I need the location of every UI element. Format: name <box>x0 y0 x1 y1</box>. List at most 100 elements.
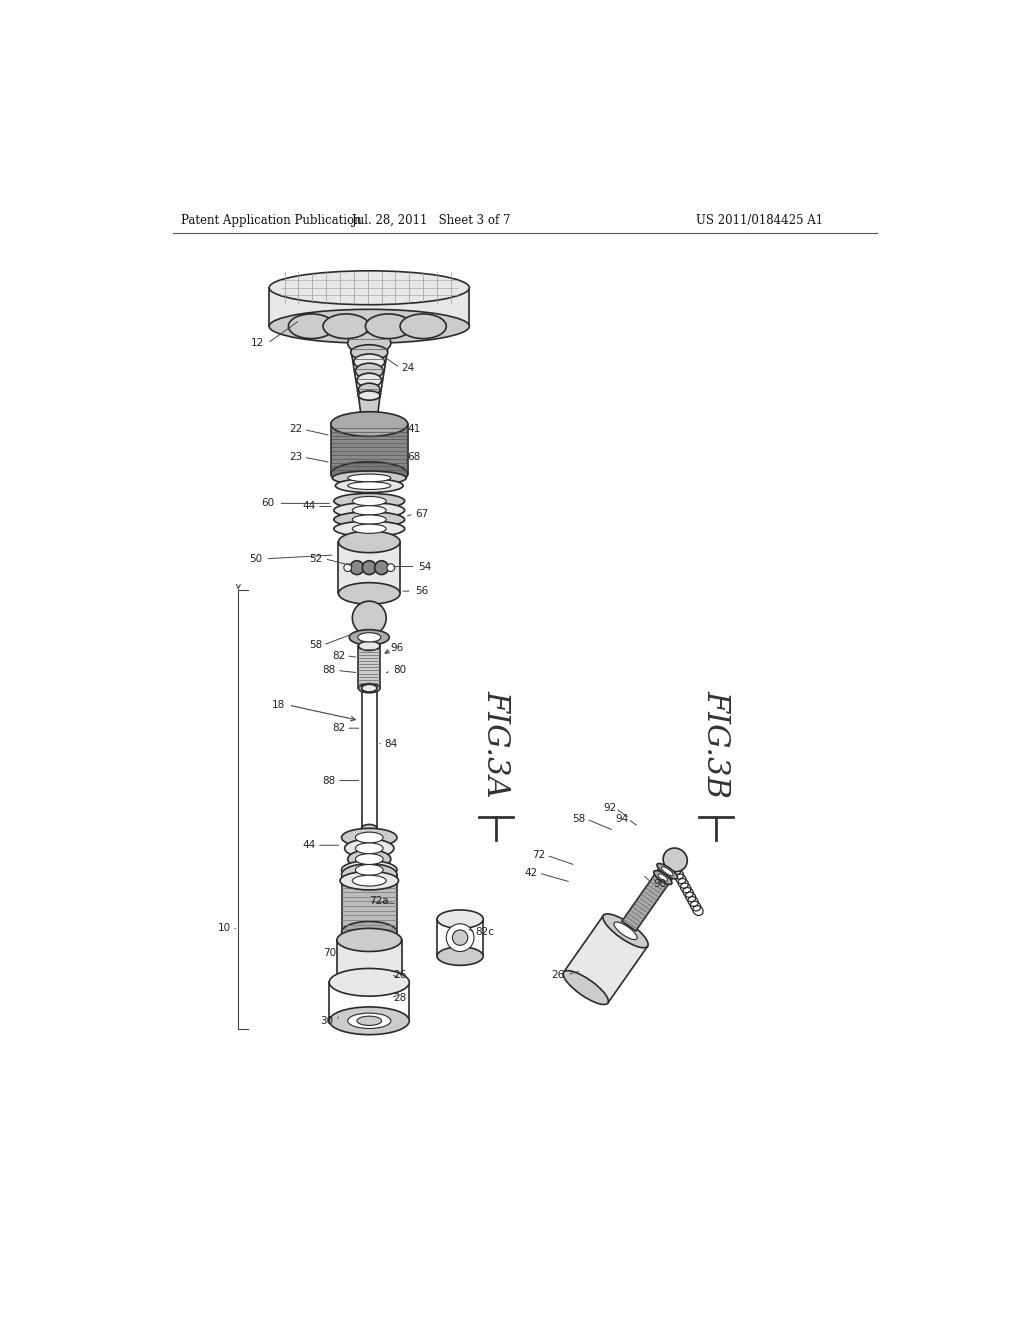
Ellipse shape <box>352 524 386 533</box>
Ellipse shape <box>387 564 394 572</box>
Text: FIG.3A: FIG.3A <box>481 690 512 797</box>
Ellipse shape <box>357 374 382 387</box>
Ellipse shape <box>340 871 398 890</box>
Text: 82: 82 <box>332 723 345 733</box>
Text: 88: 88 <box>323 665 336 676</box>
Text: 26: 26 <box>551 970 564 979</box>
Ellipse shape <box>348 333 391 354</box>
Text: 80: 80 <box>393 665 407 676</box>
Ellipse shape <box>358 684 380 693</box>
Bar <box>269 288 469 326</box>
Ellipse shape <box>337 928 401 952</box>
Text: 82: 82 <box>332 651 345 661</box>
Ellipse shape <box>453 929 468 945</box>
Text: 58: 58 <box>308 640 322 649</box>
Ellipse shape <box>330 969 410 997</box>
Ellipse shape <box>269 271 469 305</box>
Ellipse shape <box>342 829 397 847</box>
Ellipse shape <box>352 601 386 635</box>
Ellipse shape <box>350 561 364 574</box>
Ellipse shape <box>351 345 388 360</box>
Bar <box>339 541 400 594</box>
Ellipse shape <box>354 354 385 370</box>
Ellipse shape <box>342 921 397 942</box>
Polygon shape <box>358 396 380 420</box>
Ellipse shape <box>352 496 386 506</box>
Ellipse shape <box>330 1007 410 1035</box>
Text: 84: 84 <box>384 739 397 748</box>
Ellipse shape <box>352 506 386 515</box>
Text: 92: 92 <box>603 804 616 813</box>
Text: 42: 42 <box>524 869 538 878</box>
Ellipse shape <box>361 416 377 424</box>
Text: 41: 41 <box>408 425 421 434</box>
Text: 30: 30 <box>321 1016 334 1026</box>
Ellipse shape <box>400 314 446 339</box>
Ellipse shape <box>334 503 404 517</box>
Ellipse shape <box>355 865 383 875</box>
Bar <box>437 919 483 956</box>
Ellipse shape <box>362 561 376 574</box>
Ellipse shape <box>361 825 377 832</box>
Ellipse shape <box>344 564 351 572</box>
Text: 67: 67 <box>415 510 428 519</box>
Ellipse shape <box>613 921 637 940</box>
Text: 70: 70 <box>323 948 336 958</box>
Text: FIG.3B: FIG.3B <box>700 689 731 797</box>
Text: 54: 54 <box>418 561 431 572</box>
Ellipse shape <box>653 871 672 884</box>
Ellipse shape <box>603 913 648 948</box>
Ellipse shape <box>334 512 404 527</box>
Text: 18: 18 <box>271 700 285 710</box>
Bar <box>358 645 380 688</box>
Bar <box>337 940 401 982</box>
Text: 10: 10 <box>218 924 231 933</box>
Bar <box>330 982 410 1020</box>
Ellipse shape <box>357 1016 382 1026</box>
Ellipse shape <box>358 383 380 396</box>
Ellipse shape <box>339 582 400 605</box>
Text: 82c: 82c <box>475 927 495 937</box>
Ellipse shape <box>446 924 474 952</box>
Ellipse shape <box>348 1014 391 1028</box>
Text: 56: 56 <box>415 586 428 597</box>
Text: 72a: 72a <box>369 896 388 907</box>
Text: Jul. 28, 2011   Sheet 3 of 7: Jul. 28, 2011 Sheet 3 of 7 <box>351 214 510 227</box>
Text: 68: 68 <box>408 453 421 462</box>
Text: 72: 72 <box>532 850 546 861</box>
Ellipse shape <box>657 863 678 879</box>
Ellipse shape <box>336 479 403 492</box>
Bar <box>331 424 408 474</box>
Ellipse shape <box>345 840 394 858</box>
Ellipse shape <box>358 391 380 400</box>
Ellipse shape <box>337 970 401 994</box>
Text: 58: 58 <box>572 814 586 824</box>
Ellipse shape <box>437 909 483 928</box>
Text: 26: 26 <box>393 970 407 979</box>
Ellipse shape <box>357 632 381 642</box>
Text: 24: 24 <box>401 363 415 372</box>
Ellipse shape <box>348 474 391 482</box>
Ellipse shape <box>361 684 377 692</box>
Ellipse shape <box>352 875 386 886</box>
Text: 50: 50 <box>249 554 262 564</box>
Ellipse shape <box>355 843 383 854</box>
Ellipse shape <box>269 309 469 343</box>
Ellipse shape <box>366 314 412 339</box>
Text: 12: 12 <box>251 338 264 348</box>
Ellipse shape <box>334 521 404 536</box>
Bar <box>361 688 377 829</box>
Ellipse shape <box>333 471 407 484</box>
Text: 28: 28 <box>393 993 407 1003</box>
Text: 60: 60 <box>261 499 274 508</box>
Ellipse shape <box>375 561 388 574</box>
Ellipse shape <box>339 531 400 553</box>
Ellipse shape <box>563 970 608 1005</box>
Polygon shape <box>348 330 391 397</box>
Bar <box>342 874 397 932</box>
Ellipse shape <box>437 946 483 965</box>
Text: 44: 44 <box>302 502 315 511</box>
Ellipse shape <box>334 494 404 508</box>
Text: 23: 23 <box>290 453 303 462</box>
Text: 96: 96 <box>390 643 403 653</box>
